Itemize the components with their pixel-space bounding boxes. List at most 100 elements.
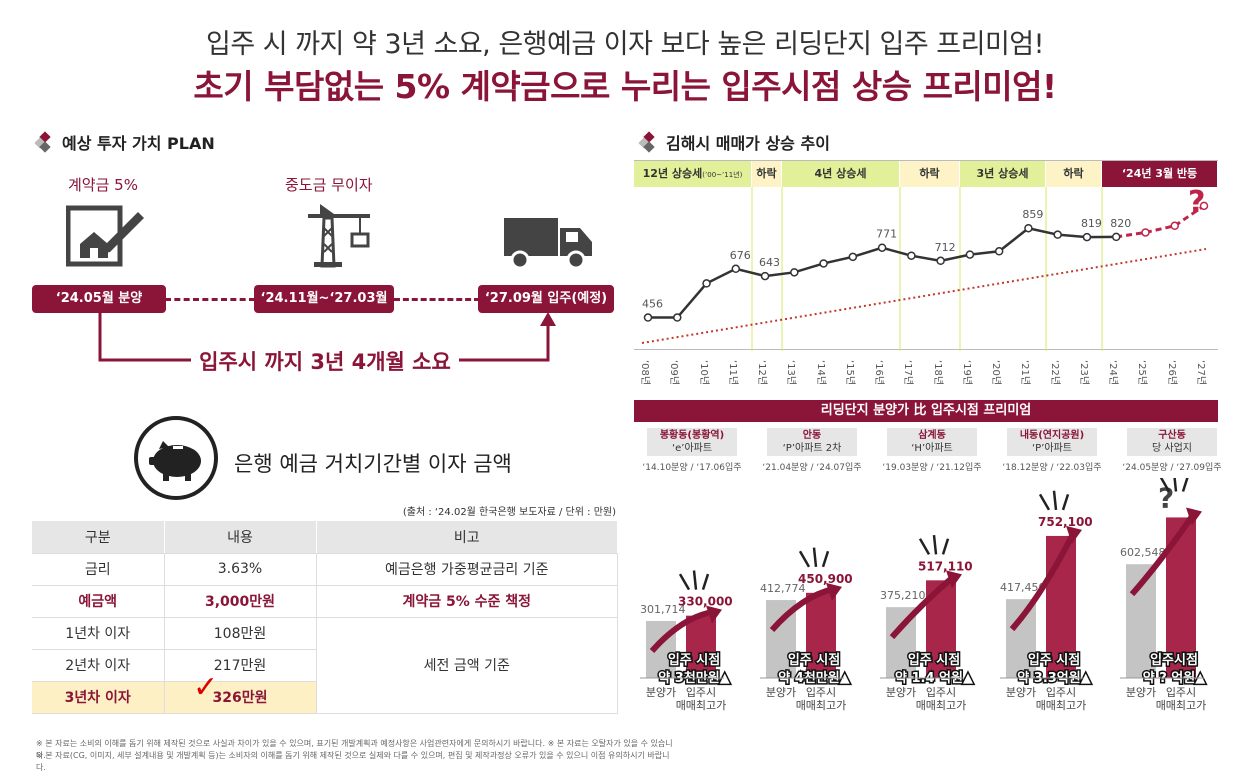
premium-arrow — [1129, 511, 1197, 597]
trend-section-title: 김해시 매매가 상승 추이 — [638, 130, 830, 154]
point-label: 820 — [1110, 217, 1131, 230]
year-label: ‘15년 — [843, 360, 855, 386]
burst-line — [701, 573, 710, 591]
burst-line — [1052, 490, 1058, 511]
market-price-label: ? — [1158, 481, 1174, 514]
sale-price-label: 417,450 — [1000, 581, 1046, 594]
trend-question-mark: ? — [1188, 185, 1206, 220]
table-cell: 1년차 이자 — [32, 617, 165, 650]
year-label: ‘08년 — [639, 360, 650, 386]
table-header-row: 구분 내용 비고 — [32, 521, 618, 554]
phase-3yr-up: 3년 상승세 — [960, 161, 1046, 187]
table-cell: 326만원 — [164, 681, 317, 714]
x-label-market-2: 매매최고가 — [676, 699, 727, 712]
site-location: 안동 — [802, 430, 822, 441]
premium-arrow-head — [1066, 525, 1082, 544]
phase-12yr-up: 12년 상승세(’00~’11년) — [634, 161, 752, 187]
plan-section-title: 예상 투자 가치 PLAN — [34, 130, 215, 154]
site-location-box: 안동 ‘P’아파트 2차 — [767, 428, 857, 456]
timeline-dash-1 — [165, 298, 255, 301]
site-location-box: 봉황동(봉황역) ‘e’아파트 — [647, 428, 737, 456]
trend-line-chart: 456 676 643 771 712 859 819 820 — [641, 187, 1209, 351]
sale-price-label: 412,774 — [760, 582, 806, 595]
header-line1: 입주 시 까지 약 3년 소요, 은행예금 이자 보다 높은 리딩단지 입주 프… — [206, 29, 1044, 60]
table-cell: 계약금 5% 수준 책정 — [316, 585, 618, 618]
premium-arrow-head — [706, 605, 722, 624]
x-label-market-1: 입주시 — [926, 686, 956, 699]
step1-label: 계약금 5% — [68, 176, 138, 194]
step1-date-pill: ‘24.05월 분양 — [32, 285, 166, 313]
year-label: ‘19년 — [960, 360, 972, 386]
step3-date-pill: ‘27.09월 입주(예정) — [478, 285, 614, 313]
point-label: 643 — [759, 256, 780, 269]
table-cell: 금리 — [32, 553, 165, 586]
year-label: ‘25년 — [1136, 360, 1148, 386]
market-price-label: 517,110 — [918, 559, 973, 573]
phase-rebound: ‘24년 3월 반등 — [1102, 161, 1218, 187]
table-cell: 3.63% — [164, 553, 317, 586]
premium-label-1: 입주 시점 — [908, 653, 960, 668]
year-label: ‘20년 — [990, 360, 1002, 386]
site-location: 봉황동(봉황역) — [659, 430, 725, 441]
year-label: ‘21년 — [1019, 360, 1031, 386]
market-price-label: 450,900 — [798, 572, 853, 586]
price-point — [819, 259, 828, 268]
site-apartment: ‘P’아파트 2차 — [782, 443, 842, 454]
site-dates: ‘24.05분양 / ‘27.09입주 — [1122, 463, 1222, 473]
x-label-market-2: 매매최고가 — [916, 699, 967, 712]
table-row: 예금액 3,000만원 계약금 5% 수준 책정 — [32, 585, 618, 618]
price-point — [1024, 223, 1033, 233]
table-merged-cell: 세전 금액 기준 — [316, 617, 618, 714]
burst-line — [1061, 493, 1070, 511]
x-label-sale: 분양가 — [886, 686, 916, 699]
year-label: ‘17년 — [902, 360, 914, 386]
price-point — [643, 313, 653, 322]
diamond-bullet-icon — [638, 131, 658, 153]
bank-title: 은행 예금 거치기간별 이자 금액 — [234, 452, 512, 476]
market-price-bar — [806, 592, 836, 678]
site-dates: ‘18.12분양 / ‘22.03입주 — [1002, 463, 1102, 473]
table-header-cell: 비고 — [316, 521, 618, 554]
table-cell: 3년차 이자 — [32, 681, 165, 714]
site-dates: ‘14.10분양 / ‘17.06입주 — [642, 463, 742, 473]
premium-arrow — [1009, 530, 1077, 632]
point-label: 771 — [876, 228, 897, 241]
phase-sub-label: (’00~’11년) — [702, 171, 743, 179]
table-row: 2년차 이자 217만원 — [32, 649, 618, 682]
table-cell: 2년차 이자 — [32, 649, 165, 682]
piggy-bank-icon — [134, 416, 218, 500]
crane-icon — [308, 204, 370, 268]
year-label: ‘23년 — [1077, 360, 1089, 386]
site-location-box: 내동(연지공원) ‘P’아파트 — [1007, 428, 1097, 456]
year-label: ‘10년 — [697, 360, 709, 386]
premium-title: 리딩단지 분양가 比 입주시점 프리미엄 — [634, 400, 1218, 422]
price-point — [994, 247, 1004, 256]
interest-table: 구분 내용 비고 금리 3.63% 예금은행 가중평균금리 기준 예금액 3,0… — [32, 521, 618, 714]
burst-line — [678, 573, 691, 591]
price-point — [848, 252, 858, 262]
x-label-market-2: 매매최고가 — [1156, 699, 1207, 712]
phase-divider-lines — [751, 187, 1103, 351]
site-location-box: 삼계동 ‘H’아파트 — [887, 428, 977, 456]
price-point — [936, 256, 945, 266]
footnote-1: ※ 본 자료는 소비의 이해를 돕기 위해 제작된 것으로 사실과 차이가 있을… — [36, 739, 673, 760]
point-label: 712 — [935, 241, 956, 254]
projection-point — [1141, 228, 1150, 237]
market-price-bar — [686, 615, 716, 678]
year-label: ‘13년 — [785, 360, 797, 386]
premium-arrow — [889, 574, 956, 640]
trend-title: 김해시 매매가 상승 추이 — [666, 134, 830, 153]
x-label-market-1: 입주시 — [1166, 686, 1196, 699]
sale-price-label: 301,714 — [640, 603, 686, 616]
site-apartment: ‘e’아파트 — [671, 443, 713, 454]
year-label: ‘24년 — [1107, 360, 1119, 386]
year-label: ‘16년 — [873, 360, 885, 386]
duration-text: 입주시 까지 3년 4개월 소요 — [191, 350, 459, 374]
x-label-market-1: 입주시 — [686, 686, 716, 699]
price-point — [731, 264, 741, 274]
table-row: 1년차 이자 108만원 세전 금액 기준 — [32, 617, 618, 714]
market-price-label: 330,000 — [678, 595, 733, 609]
table-cell: 3,000만원 — [164, 585, 317, 618]
burst-line — [798, 550, 811, 568]
site-location-box: 구산동 당 사업지 — [1127, 428, 1217, 456]
